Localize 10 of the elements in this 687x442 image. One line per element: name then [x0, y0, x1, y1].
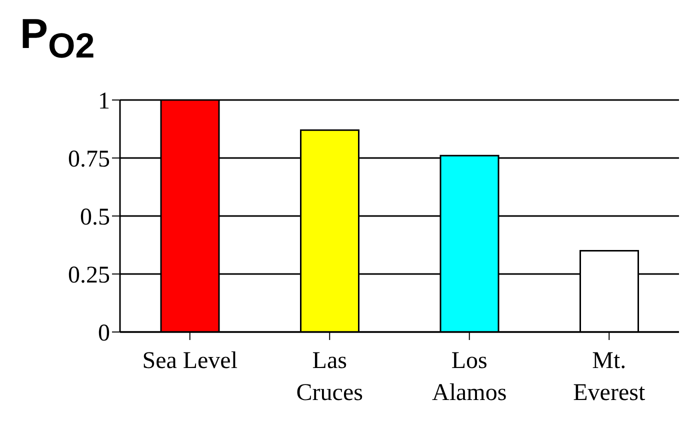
x-tick-label: Sea Level [142, 348, 238, 374]
x-tick-label: Los Alamos [432, 348, 507, 406]
x-tick-label: Mt. Everest [573, 348, 646, 406]
y-tick-label: 0.75 [68, 146, 110, 173]
x-tick-label: Las Cruces [296, 348, 363, 406]
y-tick-label: 0 [98, 320, 110, 347]
y-tick-label: 1 [98, 88, 110, 115]
y-tick-label: 0.25 [68, 262, 110, 289]
y-tick-label: 0.5 [80, 204, 110, 231]
chart-title: P$_{O2}$ [20, 10, 95, 66]
